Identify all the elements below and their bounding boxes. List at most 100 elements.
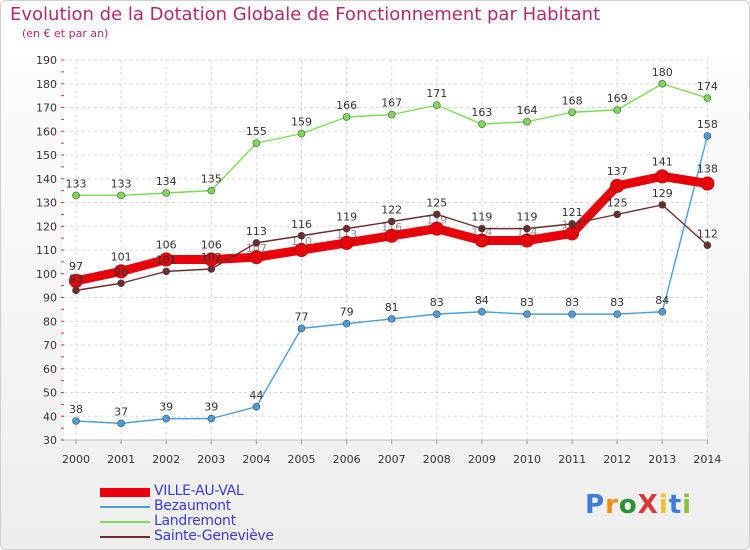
data-label-sainte-genevieve: 119 xyxy=(517,211,538,224)
data-label-ville-au-val: 114 xyxy=(517,226,538,239)
data-point-sainte-genevieve xyxy=(613,210,622,219)
data-label-landremont: 134 xyxy=(156,175,177,188)
data-label-landremont: 168 xyxy=(562,94,583,107)
legend-label-landremont: Landremont xyxy=(154,513,236,529)
x-tick-label: 2003 xyxy=(197,453,225,466)
data-label-landremont: 133 xyxy=(66,177,87,190)
x-tick-label: 2005 xyxy=(288,453,316,466)
x-tick-label: 2009 xyxy=(468,453,496,466)
data-point-ville-au-val xyxy=(339,235,354,250)
data-point-bezaumont xyxy=(658,307,667,316)
x-tick-label: 2007 xyxy=(378,453,406,466)
data-label-ville-au-val: 114 xyxy=(471,226,492,239)
data-point-bezaumont xyxy=(613,310,622,318)
legend-swatch-landremont xyxy=(100,520,150,523)
data-label-bezaumont: 39 xyxy=(159,401,173,414)
data-label-ville-au-val: 107 xyxy=(246,242,267,255)
data-point-landremont xyxy=(162,189,170,197)
data-point-ville-au-val xyxy=(114,264,129,279)
data-point-sainte-genevieve xyxy=(432,210,441,219)
data-point-landremont xyxy=(523,117,531,126)
data-point-sainte-genevieve xyxy=(658,201,667,209)
x-tick-label: 2004 xyxy=(242,453,270,466)
y-tick-label: 30 xyxy=(43,434,57,447)
data-point-sainte-genevieve xyxy=(162,267,170,276)
data-point-bezaumont xyxy=(252,402,261,411)
logo-letter: t xyxy=(668,490,683,520)
x-tick-label: 2010 xyxy=(513,453,541,466)
data-point-sainte-genevieve xyxy=(252,239,261,247)
data-label-bezaumont: 77 xyxy=(295,310,309,323)
data-point-ville-au-val xyxy=(520,233,534,248)
data-point-sainte-genevieve xyxy=(297,231,306,240)
y-tick-label: 70 xyxy=(43,339,57,352)
data-label-ville-au-val: 116 xyxy=(381,221,402,234)
data-label-landremont: 135 xyxy=(201,173,222,186)
data-point-bezaumont xyxy=(72,417,80,425)
data-label-sainte-genevieve: 119 xyxy=(336,211,357,224)
data-point-bezaumont xyxy=(703,132,712,140)
legend-swatch-bezaumont xyxy=(100,505,150,508)
data-point-ville-au-val xyxy=(159,252,174,267)
data-label-sainte-genevieve: 121 xyxy=(562,206,583,219)
x-tick-label: 2000 xyxy=(62,453,90,466)
x-tick-label: 2001 xyxy=(107,453,135,466)
data-label-bezaumont: 81 xyxy=(385,301,399,314)
data-point-landremont xyxy=(478,120,486,128)
data-point-sainte-genevieve xyxy=(523,224,531,233)
data-label-bezaumont: 83 xyxy=(610,296,624,309)
y-tick-label: 90 xyxy=(43,292,57,305)
data-label-ville-au-val: 97 xyxy=(69,260,83,273)
data-point-landremont xyxy=(207,186,216,195)
data-point-ville-au-val xyxy=(474,233,489,248)
data-label-bezaumont: 83 xyxy=(430,296,444,309)
y-tick-label: 140 xyxy=(36,173,57,186)
y-tick-label: 80 xyxy=(43,315,57,328)
x-tick-label: 2014 xyxy=(693,453,721,466)
data-label-bezaumont: 158 xyxy=(697,118,718,131)
logo-letter: X xyxy=(637,490,659,520)
data-point-bezaumont xyxy=(387,315,396,323)
data-label-sainte-genevieve: 122 xyxy=(381,204,402,217)
x-tick-label: 2013 xyxy=(648,453,676,466)
data-point-landremont xyxy=(568,108,576,117)
x-tick-label: 2006 xyxy=(333,453,361,466)
y-tick-label: 170 xyxy=(36,102,57,115)
x-tick-label: 2012 xyxy=(603,453,631,466)
data-label-sainte-genevieve: 119 xyxy=(471,211,492,224)
data-point-bezaumont xyxy=(162,414,170,423)
data-label-ville-au-val: 110 xyxy=(291,235,312,248)
data-label-landremont: 133 xyxy=(111,177,132,190)
data-point-ville-au-val xyxy=(700,176,715,191)
y-tick-label: 50 xyxy=(43,387,57,400)
data-point-landremont xyxy=(117,191,125,200)
data-label-sainte-genevieve: 116 xyxy=(291,218,312,231)
data-label-sainte-genevieve: 93 xyxy=(69,272,83,285)
data-point-bezaumont xyxy=(432,310,441,318)
data-point-sainte-genevieve xyxy=(703,241,712,250)
logo-letter: i xyxy=(682,490,693,520)
data-point-landremont xyxy=(432,101,441,109)
data-point-sainte-genevieve xyxy=(568,220,576,228)
data-label-landremont: 174 xyxy=(697,80,718,93)
y-tick-label: 110 xyxy=(36,244,57,257)
data-point-ville-au-val xyxy=(429,221,444,236)
logo-letter: P xyxy=(585,490,606,520)
data-label-ville-au-val: 106 xyxy=(201,239,222,252)
data-point-bezaumont xyxy=(478,307,486,316)
y-tick-label: 150 xyxy=(36,149,57,162)
data-label-landremont: 166 xyxy=(336,99,357,112)
data-label-bezaumont: 38 xyxy=(69,403,83,416)
data-label-sainte-genevieve: 112 xyxy=(697,227,718,240)
logo-letter: o xyxy=(618,490,638,520)
data-point-ville-au-val xyxy=(610,178,625,193)
data-label-landremont: 180 xyxy=(652,66,673,79)
x-tick-label: 2008 xyxy=(423,453,451,466)
data-point-bezaumont xyxy=(207,414,216,423)
data-label-sainte-genevieve: 101 xyxy=(156,253,177,266)
data-label-sainte-genevieve: 125 xyxy=(607,196,628,209)
data-label-bezaumont: 84 xyxy=(475,294,489,307)
data-label-ville-au-val: 113 xyxy=(336,228,357,241)
data-label-ville-au-val: 138 xyxy=(697,163,718,176)
